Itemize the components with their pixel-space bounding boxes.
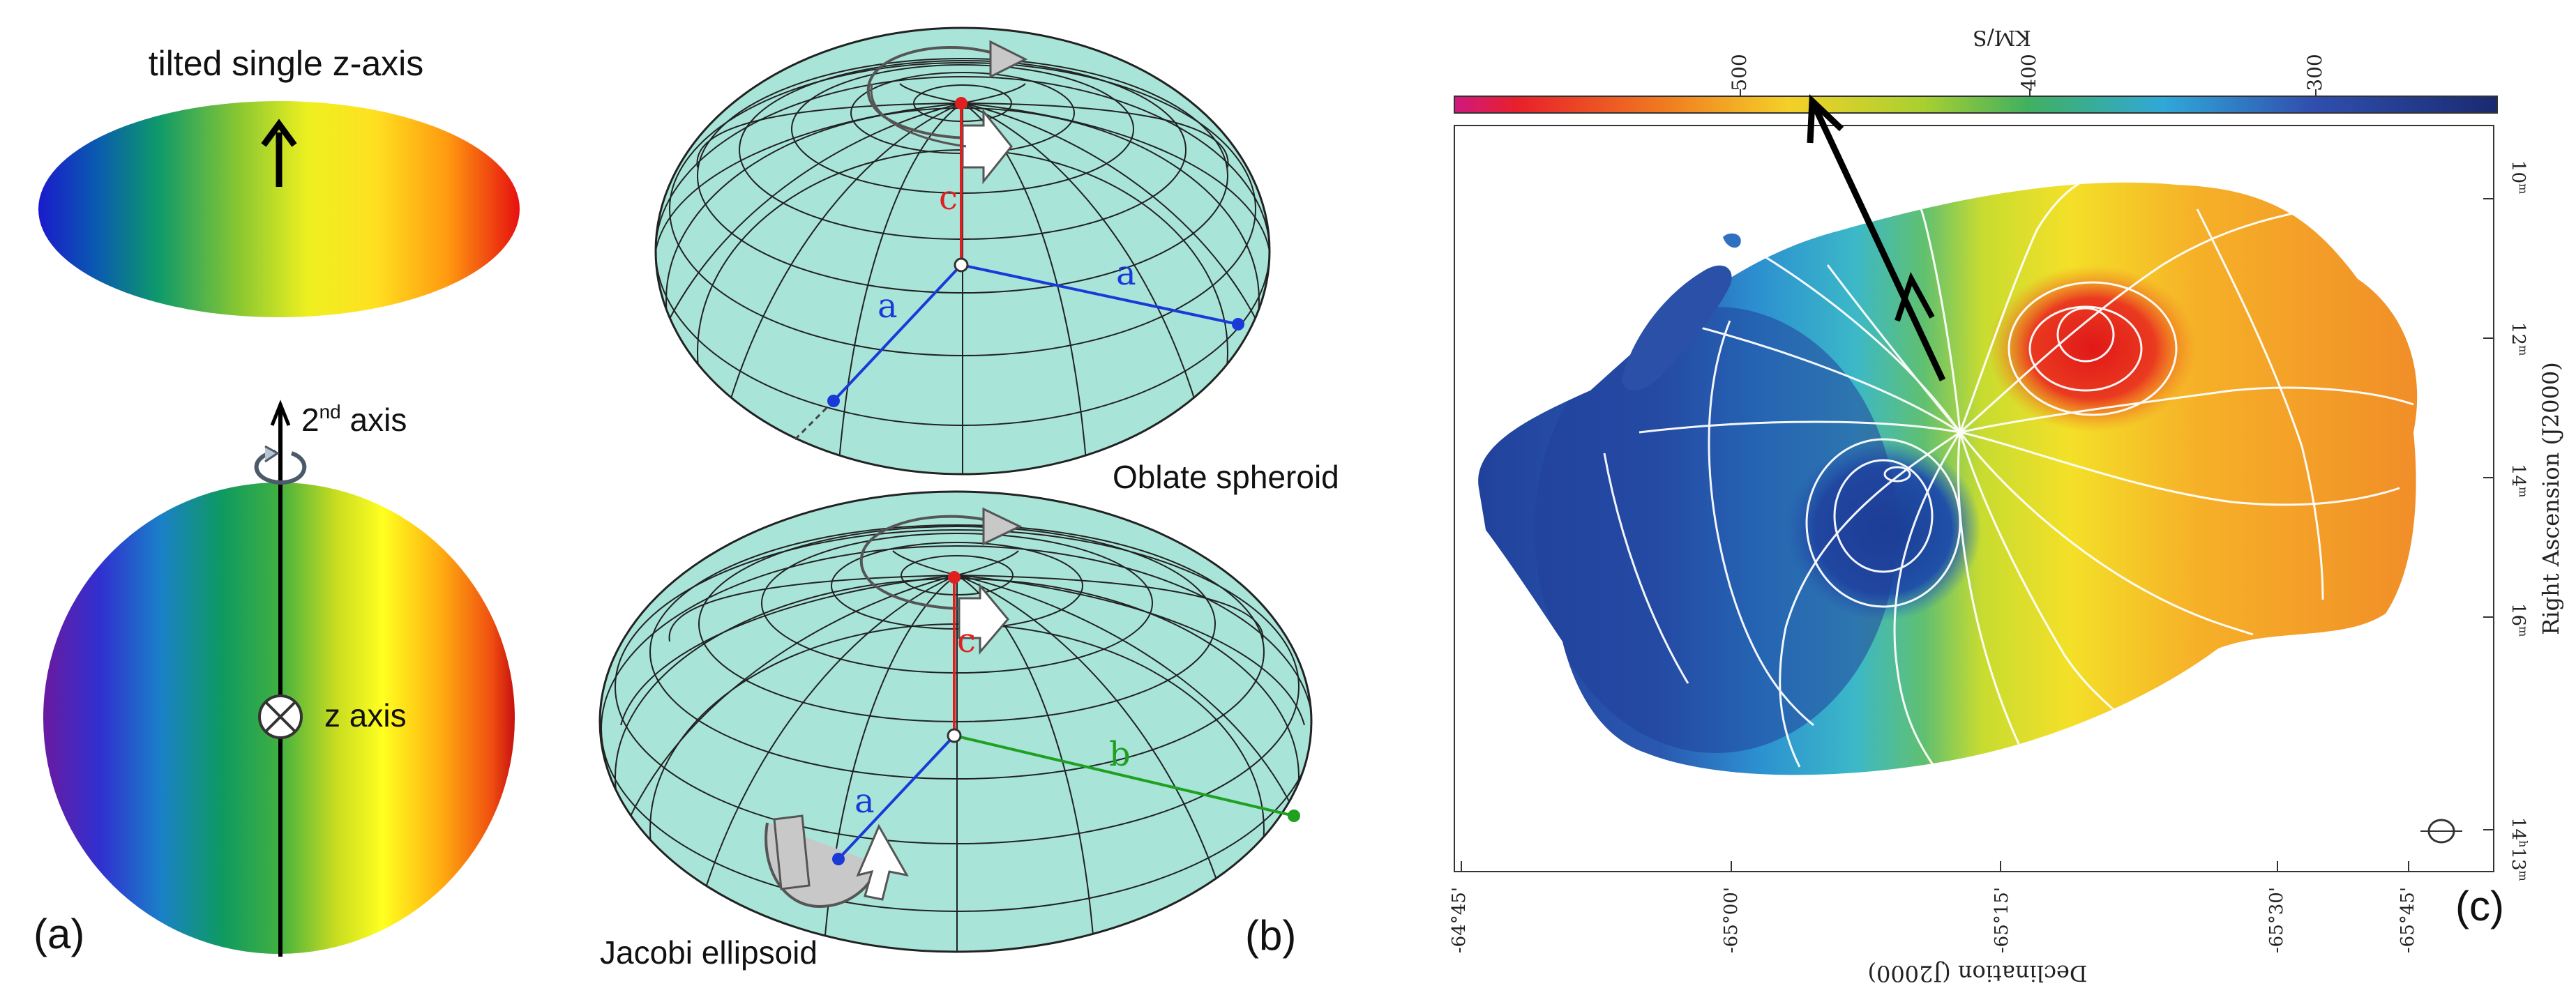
oblate-center-dot: [954, 257, 969, 273]
velocity-field-fragment: [1622, 265, 1732, 390]
ra-tick-14: 14m: [2508, 464, 2530, 497]
jacobi-ellipsoid: c a b Jacobi ellipsoid: [598, 490, 1313, 971]
jacobi-b-dot: [1288, 810, 1300, 822]
oblate-c-label: c: [939, 179, 958, 218]
oblate-axis-a-left: [832, 264, 963, 402]
colorbar: [1454, 96, 2498, 114]
colorbar-tick-300: 300: [2303, 54, 2326, 91]
jacobi-pole-dot: [948, 571, 961, 584]
panel-b: c a a Oblate spheroid: [598, 26, 1339, 971]
oblate-a-left-label: a: [878, 287, 898, 326]
beam-ellipse-icon: [2420, 819, 2462, 844]
oblate-axis-a-right: [961, 264, 1239, 326]
colorbar-tick-400: 400: [2017, 54, 2040, 91]
jacobi-b-label: b: [1109, 735, 1131, 774]
jacobi-caption: Jacobi ellipsoid: [600, 934, 818, 971]
dec-tick-65-30: -65°30': [2266, 887, 2287, 953]
ra-axis-label: Right Ascension (J2000): [2538, 362, 2564, 635]
jacobi-a-dot: [832, 853, 845, 865]
oblate-caption: Oblate spheroid: [1113, 459, 1339, 495]
jacobi-axis-b: [954, 734, 1295, 817]
rotation-arrow-icon: [254, 445, 307, 485]
dec-tick-65-00: -65°00': [1721, 887, 1742, 953]
top-rainbow-ellipse: [38, 101, 520, 317]
dec-tick-65-15: -65°15': [1991, 887, 2012, 953]
dec-axis: -64°45' -65°00' -65°15' -65°30' -65°45' …: [1449, 861, 2418, 987]
oblate-rotation-arrow-icon: [866, 40, 1028, 185]
oblate-a-left-dot: [827, 395, 840, 407]
oblate-a-right-label: a: [1116, 254, 1136, 293]
jacobi-a-label: a: [854, 782, 875, 821]
ra-tick-12: 12m: [2508, 322, 2530, 356]
ra-tick-16: 16m: [2508, 603, 2530, 637]
z-axis-label: z axis: [324, 697, 407, 734]
colorbar-unit: KM/S: [1973, 25, 2031, 50]
second-axis-label: 2nd axis: [301, 401, 407, 438]
jacobi-axis-a: [837, 734, 956, 860]
panel-b-letter: (b): [1245, 912, 1296, 959]
kinematic-axis-arrow: [1807, 93, 1946, 381]
dec-tick-64-45: -64°45': [1449, 887, 1470, 953]
ra-tick-10: 10m: [2508, 160, 2530, 194]
into-page-cross-icon: [258, 694, 303, 739]
dec-axis-label: Declination (J2000): [1867, 960, 2087, 987]
velocity-contours: [1603, 182, 2414, 775]
second-axis-line: [270, 400, 291, 957]
panel-c-letter: (c): [2455, 883, 2504, 929]
up-arrow-icon: [261, 119, 297, 187]
jacobi-top-rotation-arrow-icon: [859, 507, 1023, 655]
ra-axis: 10m 12m 14m 16m 14h13m Right Ascension (…: [2483, 160, 2564, 881]
oblate-spheroid: c a a Oblate spheroid: [654, 26, 1339, 495]
jacobi-c-label: c: [957, 621, 976, 660]
panel-a-letter: (a): [33, 911, 84, 957]
ra-tick-14h13m: 14h13m: [2508, 817, 2530, 881]
dec-tick-65-45: -65°45': [2397, 887, 2418, 953]
top-ellipse-title: tilted single z-axis: [149, 44, 424, 83]
jacobi-center-dot: [947, 728, 962, 743]
jacobi-bottom-rotation-arrow-icon: [764, 814, 909, 909]
velocity-field-speck: [1723, 233, 1741, 248]
colorbar-tick-500: 500: [1728, 54, 1751, 91]
oblate-a-right-dot: [1232, 318, 1244, 331]
colorbar-ticks: 500 400 300: [1728, 54, 2326, 96]
oblate-pole-dot: [955, 97, 967, 109]
panel-c: KM/S 500 400 300: [1449, 25, 2564, 987]
panel-a: tilted single z-axis 2nd axis z axis (a): [33, 44, 520, 957]
